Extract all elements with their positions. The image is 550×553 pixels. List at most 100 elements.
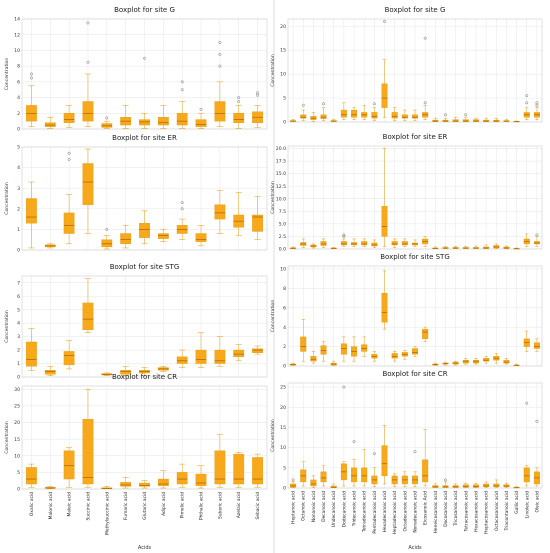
outlier-point — [342, 235, 346, 238]
box-nonanoic-acid — [310, 475, 317, 488]
x-category-label: Heptanoic acid — [291, 491, 297, 524]
box-body — [120, 370, 132, 375]
box-body — [340, 109, 347, 118]
box-body — [252, 348, 263, 353]
chart-panel: Boxplot for site G 0 2 4 6 8 10 12 14 Concentrati… — [4, 6, 268, 133]
x-category-label: Octadecanoic acid — [402, 491, 408, 532]
box-nonadecanoic-acid — [412, 450, 418, 488]
box-body — [176, 472, 188, 485]
outlier-point — [180, 201, 184, 205]
box-adipic-acid — [157, 105, 169, 129]
box-tridecanoic-acid — [351, 336, 358, 362]
box-body — [157, 478, 169, 486]
box-body — [101, 239, 113, 248]
box-methylsuccinic-acid — [101, 227, 113, 250]
y-tick-label: 10.0 — [276, 196, 286, 202]
box-pimelic-acid — [176, 463, 188, 488]
box-body — [176, 356, 188, 364]
box-body — [139, 119, 150, 126]
box-sebacic-acid — [252, 196, 263, 240]
box-oleic-acid — [533, 233, 540, 247]
box-eicosanoic-acid — [422, 236, 429, 247]
box-adipic-acid — [157, 365, 169, 372]
y-tick-label: 7 — [17, 280, 20, 286]
y-tick-label: 10 — [14, 453, 20, 459]
y-axis-label: Concentration — [270, 300, 276, 333]
box-body — [412, 348, 418, 355]
box-body — [381, 445, 388, 477]
y-tick-label: 5 — [17, 470, 20, 476]
box-tridecanoic-acid — [351, 107, 358, 120]
x-category-label: Azelaic acid — [236, 492, 242, 518]
box-body — [26, 341, 37, 367]
outlier-point — [352, 440, 356, 443]
y-tick-label: 15.0 — [276, 171, 286, 177]
y-tick-label: 6 — [283, 305, 286, 311]
box-hexadecanoic-acid — [381, 148, 388, 247]
box-decanoic-acid — [320, 465, 327, 487]
chart-title: Boxplot for site CR — [382, 370, 447, 378]
box-body — [195, 349, 207, 364]
y-tick-label: 4 — [17, 321, 20, 327]
box-tricosanoic-acid — [452, 246, 459, 249]
x-category-label: Tricosanoic acid — [453, 491, 459, 527]
x-category-label: Adipic acid — [161, 492, 167, 516]
box-succinic-acid — [82, 389, 94, 488]
box-body — [290, 483, 297, 488]
box-body — [462, 359, 469, 364]
box-oxalic-acid — [26, 181, 37, 249]
outlier-point — [67, 151, 71, 155]
x-category-label: Tetradecanoic acid — [362, 491, 368, 533]
plot-frame — [287, 265, 543, 367]
box-tetracosanoic-acid — [462, 246, 469, 249]
box-tridecanoic-acid — [351, 440, 358, 487]
box-fumaric-acid — [120, 365, 132, 376]
outlier-point — [180, 80, 184, 84]
box-body — [82, 163, 94, 205]
box-linoleic-acid — [523, 94, 530, 120]
outlier-point — [291, 478, 295, 482]
x-category-label: Linoleic acid — [524, 491, 530, 518]
box-body — [63, 351, 75, 366]
outlier-point — [413, 450, 417, 454]
outlier-point — [86, 21, 90, 25]
x-category-label: Malonic acid — [48, 492, 54, 520]
box-methylsuccinic-acid — [101, 372, 113, 376]
y-tick-label: 0 — [17, 248, 20, 254]
chart-panel: Boxplot for site CR 0 5 10 15 20 25 30 Concentra… — [4, 373, 268, 551]
box-heptanoic-acid — [290, 362, 297, 366]
box-decanoic-acid — [320, 341, 327, 362]
box-body — [101, 123, 113, 128]
outlier-point — [444, 113, 447, 117]
box-oleic-acid — [533, 101, 540, 120]
outlier-point — [301, 103, 305, 107]
x-category-label: Suberic acid — [217, 492, 223, 519]
box-body — [391, 112, 398, 119]
outlier-point — [199, 107, 203, 111]
box-body — [412, 114, 418, 119]
box-heptadecanoic-acid — [391, 351, 398, 362]
box-body — [462, 119, 469, 122]
box-body — [252, 214, 263, 232]
box-pentadecanoic-acid — [371, 239, 378, 248]
box-octadecanoic-acid — [401, 238, 408, 247]
box-body — [310, 356, 317, 362]
box-body — [157, 233, 169, 239]
box-undecanoic-acid — [330, 247, 337, 249]
outlier-point — [180, 88, 184, 92]
x-category-label: Octacosanoic acid — [494, 491, 500, 531]
y-tick-label: 15 — [280, 48, 286, 54]
box-heptacosanoic-acid — [483, 244, 490, 249]
box-phthalic-acid — [195, 225, 207, 247]
y-tick-label: 0 — [17, 127, 20, 133]
x-category-label: Heptacosanoic acid — [484, 491, 490, 534]
box-octadecanoic-acid — [401, 109, 408, 121]
box-body — [340, 241, 347, 246]
box-maleic-acid — [63, 447, 75, 488]
box-body — [82, 101, 94, 122]
x-category-label: Heptadecanoic acid — [392, 491, 398, 535]
box-heptanoic-acid — [290, 246, 297, 249]
box-methylsuccinic-acid — [101, 116, 113, 129]
y-tick-label: 4 — [17, 95, 20, 101]
